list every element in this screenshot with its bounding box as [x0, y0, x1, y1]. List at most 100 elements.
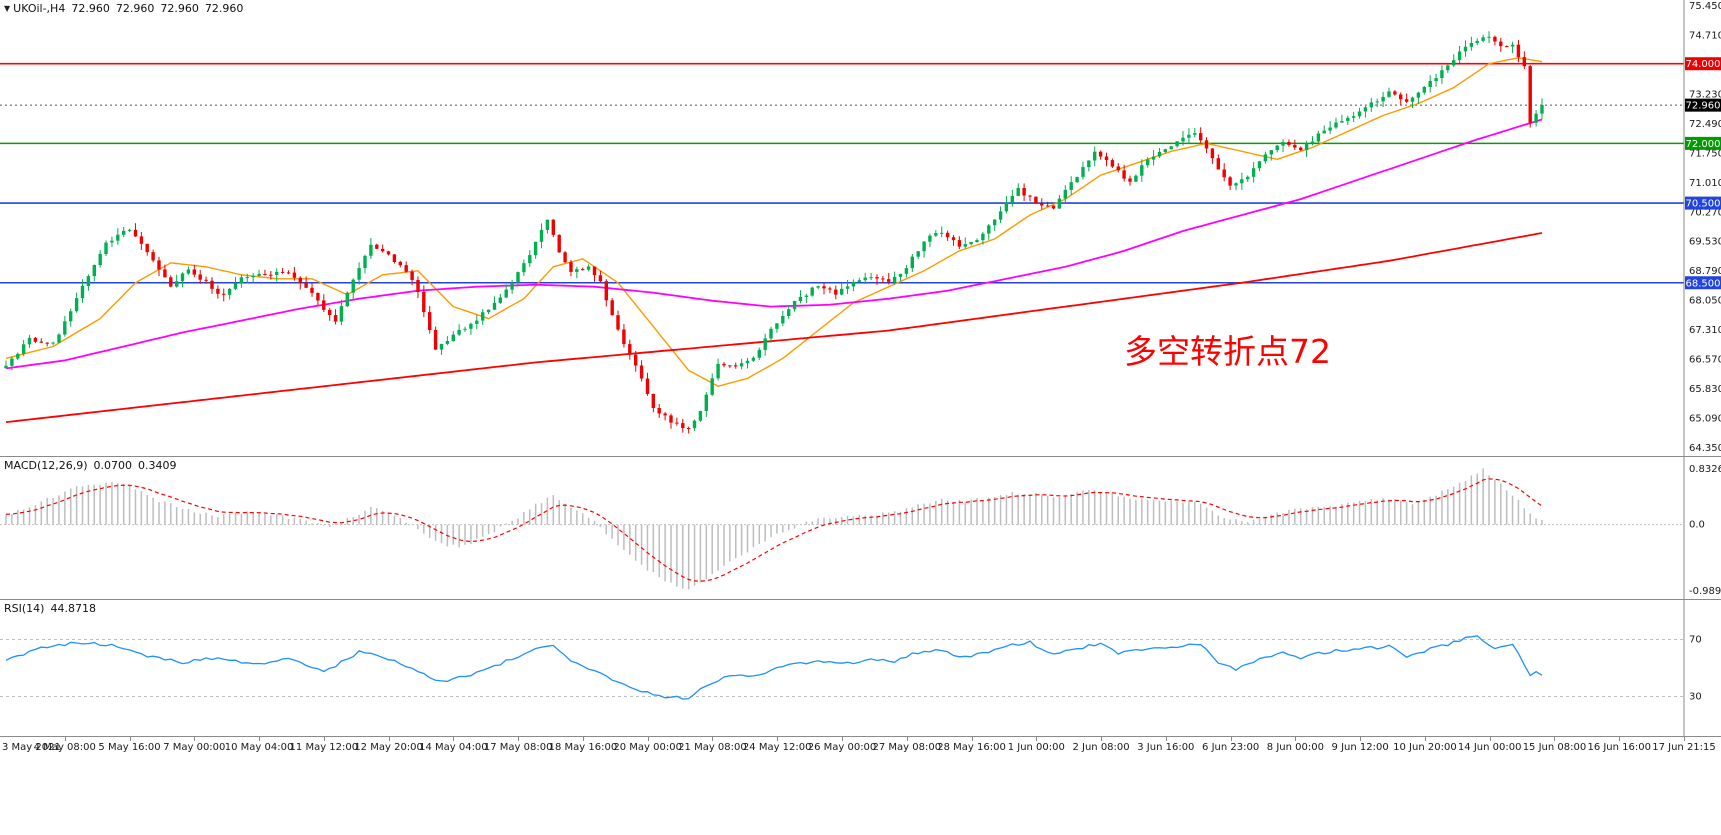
- time-label: 14 May 04:00: [419, 742, 488, 753]
- time-axis-tick: [64, 737, 66, 741]
- time-axis-tick: [1684, 737, 1685, 741]
- time-axis-tick: [1101, 737, 1103, 741]
- macd-signal-value: 0.3409: [138, 459, 177, 472]
- ohlc-high-value: 72.960: [115, 2, 155, 15]
- macd-histogram: [5, 468, 1543, 590]
- moving-average-ma-slow: [5, 232, 1543, 423]
- time-label: 3 May 2021: [2, 742, 61, 753]
- time-label: 7 May 00:00: [163, 742, 226, 753]
- price-tick-label: 75.450: [1689, 1, 1721, 12]
- time-label: 17 Jun 21:15: [1652, 742, 1716, 753]
- macd-header: MACD(12,26,9) 0.0700 0.3409: [4, 459, 177, 472]
- time-axis-tick: [842, 737, 843, 741]
- time-label: 26 May 00:00: [807, 742, 877, 753]
- time-label: 10 May 04:00: [224, 742, 294, 753]
- price-tick-label: 65.830: [1689, 384, 1721, 395]
- price-tick-label: 67.310: [1689, 325, 1721, 336]
- level-price-tag-68.500: 68.500: [1685, 276, 1721, 290]
- time-axis-tick: [518, 737, 520, 741]
- time-axis-tick: [1554, 737, 1556, 741]
- price-tick-label: 69.530: [1689, 237, 1721, 248]
- time-label: 5 May 16:00: [98, 742, 161, 753]
- time-label: 3 Jun 16:00: [1137, 742, 1195, 753]
- svg-text:70.500: 70.500: [1686, 199, 1721, 210]
- rsi-chart-svg[interactable]: 70 30: [0, 600, 1721, 736]
- time-label: 16 Jun 16:00: [1587, 742, 1651, 753]
- time-axis-tick: [129, 737, 131, 741]
- rsi-label: RSI(14): [4, 602, 45, 615]
- rsi-value: 44.8718: [50, 602, 96, 615]
- price-tick-label: 70.270: [1689, 207, 1721, 218]
- macd-label: MACD(12,26,9): [4, 459, 88, 472]
- current-price-tag: 72.960: [1685, 98, 1721, 112]
- macd-main-value: 0.0700: [93, 459, 133, 472]
- candles: [4, 31, 1544, 434]
- macd-signal-line: [5, 478, 1543, 582]
- svg-text:68.500: 68.500: [1686, 278, 1721, 289]
- time-axis-tick: [388, 737, 390, 741]
- horizontal-levels: [0, 62, 1684, 284]
- symbol-dropdown-icon[interactable]: ▼: [4, 4, 11, 13]
- time-axis-tick: [647, 737, 649, 741]
- time-axis-tick: [259, 737, 261, 741]
- svg-text:72.000: 72.000: [1686, 139, 1721, 150]
- macd-chart-svg[interactable]: 0.8326 0.0 -0.9897: [0, 457, 1721, 599]
- time-axis-tick: [971, 737, 973, 741]
- price-tick-label: 71.010: [1689, 178, 1721, 189]
- time-label: 11 May 12:00: [289, 742, 359, 753]
- time-axis-tick: [1489, 737, 1491, 741]
- level-price-tag-72.000: 72.000: [1685, 136, 1721, 150]
- macd-scale-label: 0.0: [1689, 520, 1705, 531]
- time-label: 14 Jun 00:00: [1457, 742, 1522, 753]
- time-label: 20 May 00:00: [613, 742, 682, 753]
- time-label: 4 May 08:00: [33, 742, 96, 753]
- rsi-line: [5, 635, 1543, 700]
- time-axis-tick: [194, 737, 196, 741]
- level-price-tag-70.500: 70.500: [1685, 196, 1721, 210]
- price-axis-ticks: 64.350 65.090 65.830 66.570 67.310 68.050 68.7…: [1689, 1, 1721, 454]
- chart-annotation-text: 多空转折点72: [1124, 332, 1331, 371]
- rsi-level-label: 30: [1689, 691, 1702, 702]
- time-label: 9 Jun 12:00: [1331, 742, 1389, 753]
- price-tick-label: 71.750: [1689, 148, 1721, 159]
- price-tick-label: 68.790: [1689, 266, 1721, 277]
- price-tick-label: 72.490: [1689, 119, 1721, 130]
- time-axis-tick: [1295, 737, 1297, 741]
- time-axis-tick: [1360, 737, 1362, 741]
- time-axis-tick: [777, 737, 779, 741]
- price-chart-svg[interactable]: 64.350 65.090 65.830 66.570 67.310 68.050 68.7…: [0, 0, 1721, 456]
- time-label: 28 May 16:00: [937, 742, 1006, 753]
- time-label: 2 Jun 08:00: [1072, 742, 1130, 753]
- time-axis-tick: [1036, 737, 1038, 741]
- svg-text:72.960: 72.960: [1686, 101, 1721, 112]
- macd-panel[interactable]: 0.8326 0.0 -0.9897 MACD(12,26,9) 0.0700 0.34…: [0, 457, 1721, 600]
- svg-text:74.000: 74.000: [1686, 59, 1721, 70]
- rsi-header: RSI(14) 44.8718: [4, 602, 96, 615]
- price-tick-label: 73.230: [1689, 89, 1721, 100]
- time-label: 6 Jun 23:00: [1202, 742, 1260, 753]
- price-panel[interactable]: 64.350 65.090 65.830 66.570 67.310 68.050 68.7…: [0, 0, 1721, 457]
- time-axis-tick: [582, 737, 584, 741]
- time-label: 1 Jun 00:00: [1007, 742, 1065, 753]
- ohlc-close-value: 72.960: [204, 2, 244, 15]
- time-label: 12 May 20:00: [354, 742, 423, 753]
- price-tick-label: 65.090: [1689, 414, 1721, 425]
- time-label: 17 May 08:00: [483, 742, 553, 753]
- time-label: 24 May 12:00: [742, 742, 812, 753]
- time-axis-tick: [906, 737, 908, 741]
- time-axis-tick: [1619, 737, 1621, 741]
- chart-header: ▼ UKOil-,H4 72.960 72.960 72.960 72.960: [4, 2, 243, 15]
- time-axis-tick: [453, 737, 455, 741]
- time-label: 10 Jun 20:00: [1393, 742, 1457, 753]
- symbol-period-label: UKOil-,H4: [13, 2, 66, 15]
- price-tick-label: 74.710: [1689, 30, 1721, 41]
- time-axis-tick: [1424, 737, 1426, 741]
- moving-average-ma-fast: [5, 57, 1543, 388]
- price-tick-label: 68.050: [1689, 296, 1721, 307]
- macd-scale-label: 0.8326: [1689, 464, 1721, 475]
- level-price-tag-74.000: 74.000: [1685, 57, 1721, 71]
- time-label: 27 May 08:00: [872, 742, 942, 753]
- rsi-level-label: 70: [1689, 635, 1702, 646]
- time-label: 18 May 16:00: [548, 742, 618, 753]
- rsi-panel[interactable]: 70 30 RSI(14) 44.8718: [0, 600, 1721, 737]
